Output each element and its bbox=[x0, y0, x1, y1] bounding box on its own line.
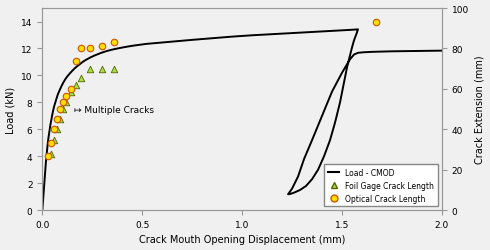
Point bbox=[372, 21, 380, 25]
Point bbox=[50, 128, 58, 132]
Load - CMOD bbox=[107, 50, 113, 52]
Load - CMOD bbox=[72, 68, 77, 71]
Point bbox=[53, 117, 61, 121]
Point bbox=[77, 47, 85, 51]
Point bbox=[73, 84, 80, 87]
Point bbox=[59, 101, 67, 105]
Point bbox=[110, 68, 118, 71]
Point bbox=[62, 94, 70, 98]
Point bbox=[98, 44, 106, 48]
Point bbox=[73, 59, 80, 63]
Point bbox=[86, 68, 94, 71]
Point bbox=[56, 117, 64, 121]
Point bbox=[77, 77, 85, 81]
Point bbox=[45, 155, 52, 159]
Load - CMOD bbox=[354, 29, 360, 32]
Point bbox=[68, 90, 75, 94]
Load - CMOD bbox=[353, 29, 359, 32]
Legend: Load - CMOD, Foil Gage Crack Length, Optical Crack Length: Load - CMOD, Foil Gage Crack Length, Opt… bbox=[324, 164, 438, 206]
Point bbox=[48, 152, 55, 156]
Y-axis label: Crack Extension (mm): Crack Extension (mm) bbox=[474, 56, 485, 164]
Line: Load - CMOD: Load - CMOD bbox=[42, 30, 442, 210]
Point bbox=[98, 68, 106, 71]
Load - CMOD bbox=[39, 209, 45, 212]
Point bbox=[62, 101, 70, 105]
Load - CMOD bbox=[189, 39, 195, 42]
Point bbox=[86, 47, 94, 51]
Point bbox=[59, 108, 67, 112]
Point bbox=[50, 138, 58, 142]
Load - CMOD bbox=[321, 155, 327, 158]
Load - CMOD bbox=[347, 54, 353, 58]
Point bbox=[110, 40, 118, 44]
Point bbox=[56, 108, 64, 112]
Load - CMOD bbox=[439, 50, 445, 53]
Y-axis label: Load (kN): Load (kN) bbox=[5, 86, 16, 133]
Text: ↦ Multiple Cracks: ↦ Multiple Cracks bbox=[74, 106, 154, 114]
X-axis label: Crack Mouth Opening Displacement (mm): Crack Mouth Opening Displacement (mm) bbox=[139, 234, 345, 244]
Point bbox=[68, 88, 75, 92]
Point bbox=[48, 141, 55, 145]
Point bbox=[53, 128, 61, 132]
